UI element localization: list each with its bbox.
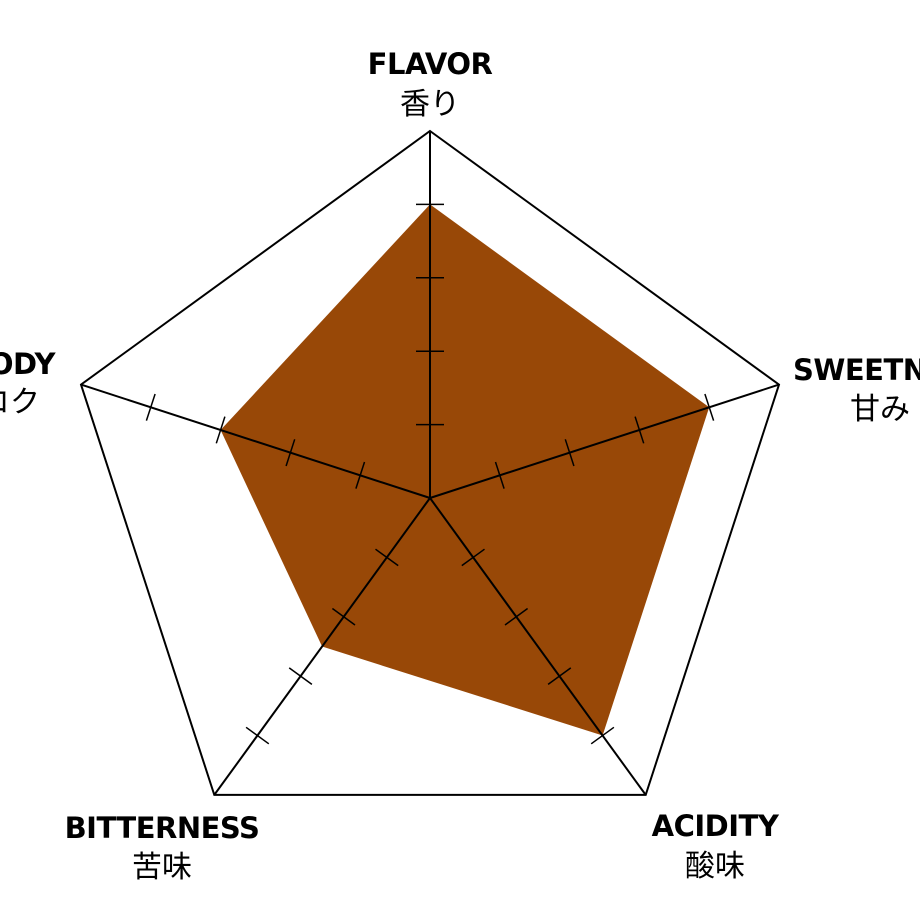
axis-sublabel-body: コク: [0, 385, 40, 420]
axis-sublabel-acidity: 酸味: [685, 849, 745, 884]
tick-body-3: [215, 416, 226, 444]
outer-pentagon: [79, 129, 781, 796]
tick-body-2: [285, 439, 296, 467]
tick-sweetness-4: [704, 393, 715, 421]
axis-label-bitterness: BITTERNESS: [65, 811, 260, 845]
series-polygon-0: [220, 204, 710, 736]
axis-label-flavor: FLAVOR: [368, 47, 493, 81]
axis-spoke-body: [80, 383, 431, 499]
tick-body-1: [355, 461, 366, 489]
axis-label-sweetness: SWEETNESS: [793, 353, 920, 387]
axis-spoke-bitterness: [213, 497, 431, 796]
tick-acidity-2: [504, 607, 529, 626]
axis-spoke-acidity: [429, 497, 647, 796]
tick-sweetness-3: [634, 416, 645, 444]
tick-acidity-3: [547, 667, 572, 686]
tick-bitterness-4: [245, 726, 270, 745]
tick-bitterness-3: [288, 667, 313, 686]
axis-label-body: BODY: [0, 347, 57, 381]
axis-sublabel-sweetness: 甘み: [850, 392, 910, 427]
tick-body-4: [145, 393, 156, 421]
tick-bitterness-2: [331, 607, 356, 626]
tick-sweetness-1: [494, 461, 505, 489]
tick-acidity-1: [461, 548, 485, 567]
axis-label-acidity: ACIDITY: [652, 809, 780, 843]
tick-acidity-4: [590, 726, 615, 745]
tick-sweetness-2: [564, 439, 575, 467]
axis-spoke-sweetness: [429, 383, 780, 499]
axis-sublabel-flavor: 香り: [400, 87, 460, 122]
tick-bitterness-1: [375, 548, 399, 567]
axis-sublabel-bitterness: 苦味: [132, 850, 192, 885]
